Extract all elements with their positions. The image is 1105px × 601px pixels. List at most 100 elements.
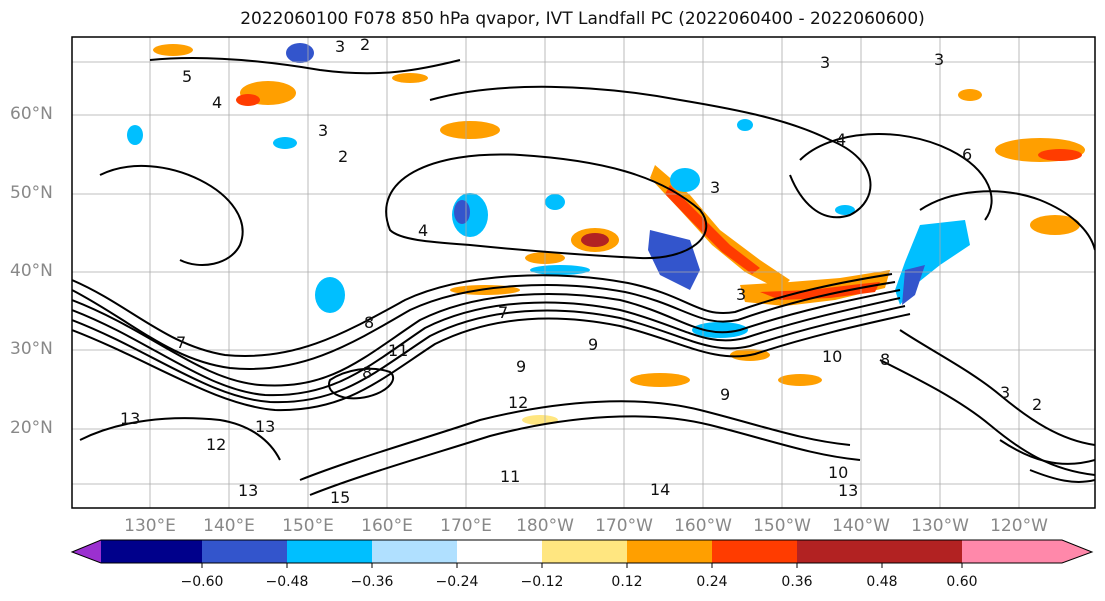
- positive-anomaly-patch: [630, 373, 690, 387]
- lon-label: 170°E: [440, 516, 492, 536]
- lon-label: 130°E: [124, 516, 176, 536]
- colorbar-segment: [627, 540, 712, 563]
- contour-labels: 3 2 5 3 4 3 6 4 2 3 4 3 3 8 7 9 11 10 8 …: [120, 35, 1042, 507]
- contour-label: 15: [330, 488, 350, 507]
- lon-label: 150°E: [282, 516, 334, 536]
- negative-anomaly-patch: [835, 205, 855, 215]
- contour-label: 10: [822, 347, 842, 366]
- lat-label: 20°N: [10, 418, 53, 438]
- negative-anomaly-patch: [127, 125, 143, 145]
- contour-label: 4: [836, 130, 846, 149]
- colorbar-tick-label: 0.12: [611, 574, 643, 590]
- contour-line: [149, 57, 461, 75]
- positive-anomaly-patch: [1030, 215, 1080, 235]
- contour-line: [72, 289, 901, 387]
- contour-label: 7: [176, 333, 186, 352]
- positive-anomaly-patch: [440, 121, 500, 139]
- colorbar-segment: [287, 540, 372, 563]
- contour-label: 4: [212, 93, 222, 112]
- colorbar: [70, 539, 1094, 568]
- positive-anomaly-patch: [665, 185, 760, 274]
- colorbar-segment: [797, 540, 882, 563]
- colorbar-extend-high: [962, 540, 1092, 563]
- colorbar-segment: [101, 540, 202, 563]
- colorbar-tick-label: −0.24: [435, 574, 479, 590]
- contour-line: [879, 359, 1095, 476]
- map-gridlines: [72, 37, 1095, 508]
- lon-label: 160°W: [674, 516, 732, 536]
- contour-label: 4: [418, 221, 428, 240]
- colorbar-tick-label: −0.12: [520, 574, 564, 590]
- contour-line: [1029, 469, 1095, 483]
- qvapor-contours: [72, 57, 1095, 496]
- lat-label: 50°N: [10, 183, 53, 203]
- colorbar-segment: [712, 540, 797, 563]
- contour-label: 10: [828, 463, 848, 482]
- contour-line: [99, 165, 244, 266]
- contour-line: [72, 313, 911, 412]
- lon-label: 180°W: [516, 516, 574, 536]
- negative-anomaly-patch: [286, 43, 314, 63]
- contour-label: 2: [360, 35, 370, 54]
- negative-anomaly-patch: [692, 322, 748, 338]
- contour-label: 9: [588, 335, 598, 354]
- colorbar-extend-low: [72, 540, 101, 563]
- contour-label: 3: [710, 178, 720, 197]
- positive-anomaly-patch: [581, 233, 609, 247]
- lat-label: 40°N: [10, 261, 53, 281]
- contour-line: [79, 417, 281, 461]
- contour-label: 8: [362, 363, 372, 382]
- negative-anomaly-patch: [273, 137, 297, 149]
- contour-label: 13: [838, 481, 858, 500]
- colorbar-outline: [70, 539, 1094, 564]
- contour-line: [72, 305, 906, 404]
- positive-anomaly-patch: [392, 73, 428, 83]
- contour-line: [309, 415, 861, 496]
- colorbar-tick-label: 0.36: [781, 574, 813, 590]
- contour-line: [72, 297, 901, 397]
- contour-label: 12: [508, 393, 528, 412]
- positive-anomaly-patch: [1038, 149, 1082, 161]
- negative-anomaly-patch: [315, 277, 345, 313]
- contour-label: 3: [736, 285, 746, 304]
- colorbar-tick-label: 0.24: [696, 574, 728, 590]
- map-title: 2022060100 F078 850 hPa qvapor, IVT Land…: [240, 9, 925, 29]
- contour-label: 11: [500, 467, 520, 486]
- contour-label: 13: [120, 409, 140, 428]
- contour-line: [919, 190, 1095, 251]
- positive-anomaly-patch: [650, 165, 790, 290]
- contour-label: 3: [934, 50, 944, 69]
- contour-line: [799, 133, 993, 221]
- lat-label: 30°N: [10, 339, 53, 359]
- negative-anomaly-patch: [648, 230, 700, 290]
- colorbar-segment: [202, 540, 287, 563]
- negative-anomaly-patch: [454, 200, 470, 224]
- contour-label: 6: [962, 145, 972, 164]
- lon-label: 140°W: [832, 516, 890, 536]
- contour-line: [72, 281, 896, 370]
- contour-line: [328, 367, 395, 400]
- contour-label: 3: [335, 37, 345, 56]
- contour-label: 3: [1000, 383, 1010, 402]
- positive-anomaly-patch: [958, 89, 982, 101]
- negative-anomaly-patch: [670, 168, 700, 192]
- contour-line: [899, 329, 1095, 446]
- contour-label: 14: [650, 480, 670, 499]
- contour-label: 5: [182, 67, 192, 86]
- contour-label: 13: [255, 417, 275, 436]
- contour-line: [999, 439, 1095, 465]
- contour-label: 9: [720, 385, 730, 404]
- contour-line: [299, 400, 851, 481]
- positive-anomaly-patch: [778, 374, 822, 386]
- contour-label: 3: [318, 121, 328, 140]
- map-frame: [71, 36, 1096, 509]
- colorbar-segment: [372, 540, 457, 563]
- contour-label: 3: [820, 53, 830, 72]
- contour-label: 13: [238, 481, 258, 500]
- colorbar-tick-label: 0.48: [866, 574, 898, 590]
- lon-label: 130°W: [911, 516, 969, 536]
- lon-label: 170°W: [595, 516, 653, 536]
- lon-label: 150°W: [753, 516, 811, 536]
- contour-label: 2: [1032, 395, 1042, 414]
